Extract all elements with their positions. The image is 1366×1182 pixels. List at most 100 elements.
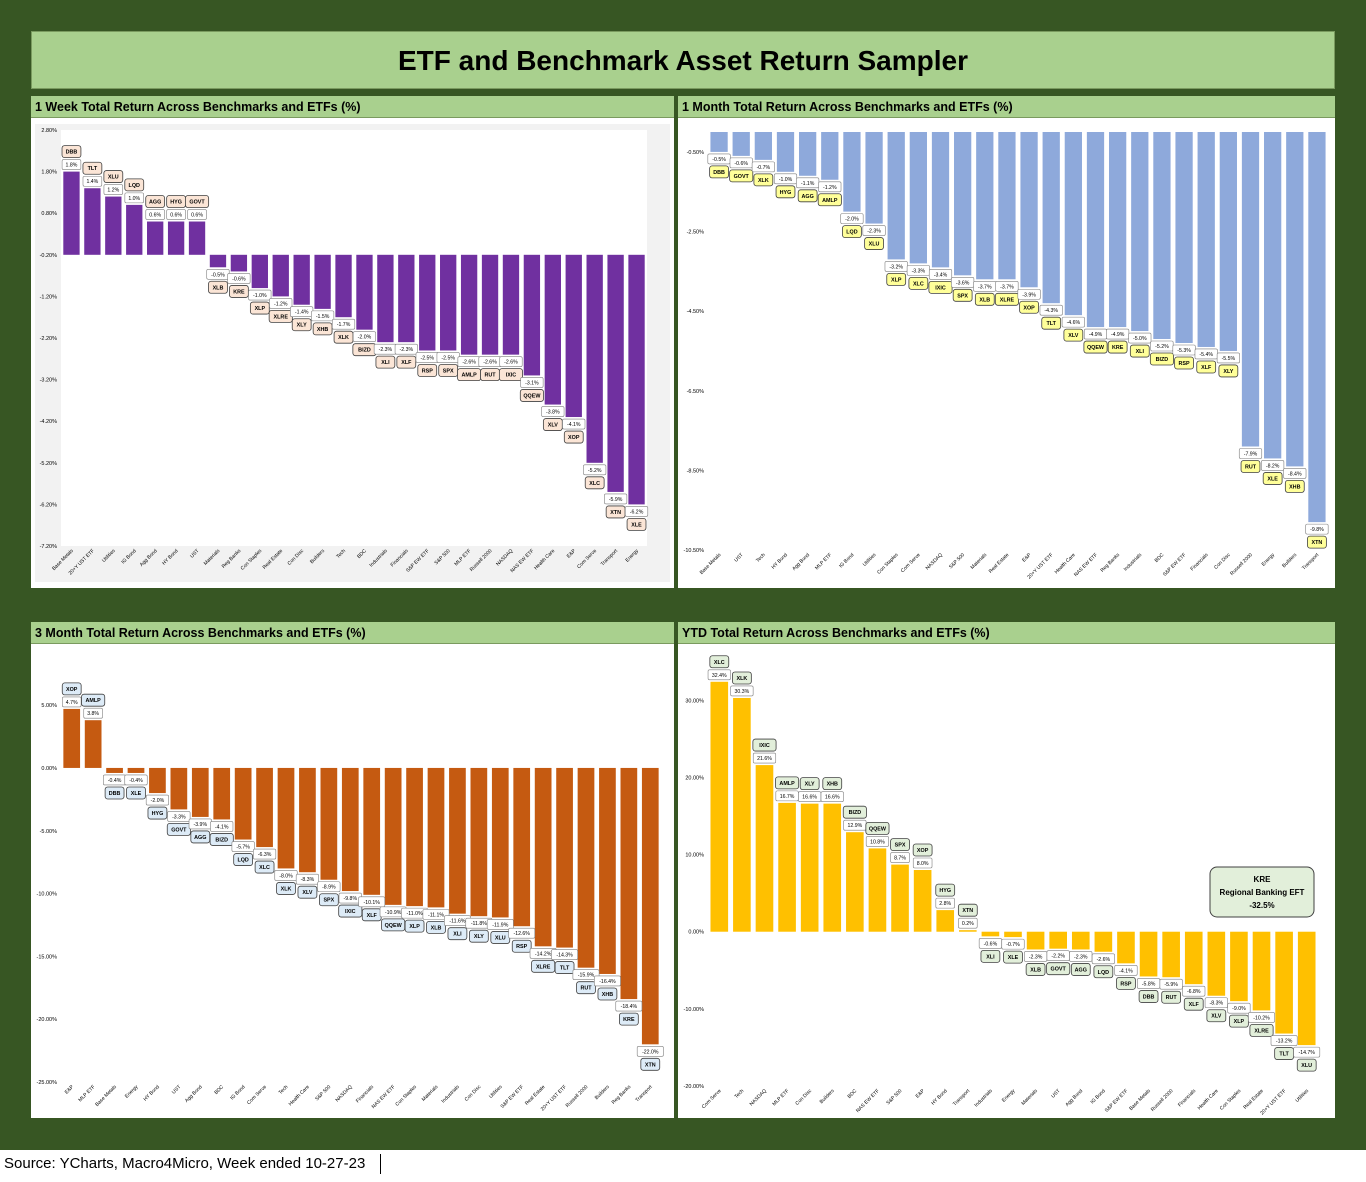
bar [534,767,552,947]
x-tick-label: Tech [755,552,767,564]
bar [931,132,950,268]
value-label: -2.5% [420,355,434,361]
ticker-label-box [145,195,166,208]
ticker-label: HYG [170,200,182,206]
value-label-box [1293,1046,1321,1058]
bar [341,767,359,892]
ticker-label-box [640,1057,661,1071]
value-label: -5.2% [1155,344,1169,350]
value-label: -1.2% [823,185,837,191]
page-title: ETF and Benchmark Asset Return Sampler [397,45,968,76]
ticker-label: XLC [913,281,924,287]
ticker-label-box [1284,479,1305,493]
ticker-label: XLRE [274,314,289,320]
ticker-label: LQD [1098,970,1109,976]
ticker-label: XLB [1030,967,1041,973]
chart-1-week-svg: 2.80% 1.80% 0.80% -0.20% -1.20% -2.20% -3.20% -… [35,124,670,582]
ticker-label: RUT [1166,995,1178,1001]
bar [1117,931,1135,964]
bar [320,767,338,880]
value-label-box [422,909,450,920]
bar [299,767,316,873]
ticker-label: XLV [1068,333,1078,339]
value-label: -6.8% [1187,989,1201,995]
value-label: -3.3% [912,268,926,274]
ticker-label-box [1129,344,1150,358]
chart-title: YTD Total Return Across Benchmarks and E… [682,626,990,640]
x-tick-label: E&P [915,1088,927,1100]
ticker-label: XHB [317,327,328,333]
ticker-label-box [1003,950,1023,964]
value-label: -3.4% [934,272,948,278]
ticker-label-box [1183,997,1204,1011]
value-label-box [253,848,277,860]
ticker-label-box [1116,976,1136,990]
ticker-label-box [124,178,145,192]
value-label: -8.3% [1210,1001,1224,1007]
bar [641,767,659,1045]
ticker-label-box [799,777,820,791]
bar [843,132,861,212]
bar [256,767,273,848]
x-tick-label: E&P [566,548,578,560]
ticker-label-box [842,805,867,819]
bar [1286,132,1304,467]
y-tick-label: 1.80% [41,170,57,176]
value-label-box [995,280,1019,292]
ticker-label: XLV [1211,1014,1221,1020]
value-label: -2.6% [1097,957,1111,963]
value-label: -4.6% [1067,320,1081,326]
value-label: 16.6% [802,795,817,801]
ticker-label-box [1070,963,1091,976]
chart-ytd-svg: 30.00% 20.00% 10.00% 0.00% -10.00% -20.00% 32.… [682,650,1331,1116]
ticker-label: XOP [1023,305,1035,311]
value-label-box [890,852,910,863]
ticker-label: GOVT [189,200,205,206]
value-label: -2.0% [845,217,859,223]
value-label: -3.2% [889,264,903,270]
y-tick-label: -1.20% [40,294,58,300]
value-label: -5.2% [588,468,602,474]
ticker-label-box [1046,962,1071,976]
ticker-label-box [511,939,532,953]
ticker-label: XLC [259,865,270,871]
ticker-label: TLT [88,166,98,172]
value-label-box [1128,332,1152,344]
ticker-label: GOVT [1051,967,1067,973]
ticker-label-box [249,301,270,315]
ticker-label: XOP [917,848,929,854]
bar [470,767,488,917]
bar [1219,132,1237,351]
chart-title: 1 Week Total Return Across Benchmarks an… [35,100,361,114]
value-label: -10.2% [1253,1015,1270,1021]
bar [1230,931,1248,1002]
value-label: -0.6% [232,276,246,282]
bar [481,254,499,355]
ticker-label-box [1138,990,1159,1003]
value-label-box [730,685,754,697]
ticker-label-box [1206,1009,1227,1023]
value-label: -0.7% [1006,942,1020,948]
value-label-box [928,269,953,280]
bar [1064,132,1082,316]
ticker-label: XLE [1267,476,1278,482]
ticker-label-box [775,776,800,790]
ticker-label-box [1093,965,1114,979]
value-label-box [311,310,335,322]
bar [230,254,248,272]
ticker-label-box [980,949,1001,963]
ticker-label-box [890,838,910,852]
ticker-label: XLE [1008,955,1019,961]
ticker-label-box [822,777,843,791]
y-tick-label: -2.20% [40,336,58,342]
ticker-label: XLK [281,886,292,892]
chart-panel-1-week: 1 Week Total Return Across Benchmarks an… [31,96,674,588]
bar [1026,931,1045,950]
bar [800,803,819,932]
y-tick-label: -5.00% [40,829,58,835]
ticker-label: BIZD [1156,357,1169,363]
ticker-label-box [952,288,973,302]
bar [1297,931,1316,1046]
value-label-box [1204,997,1228,1009]
ticker-label-box [185,195,210,208]
